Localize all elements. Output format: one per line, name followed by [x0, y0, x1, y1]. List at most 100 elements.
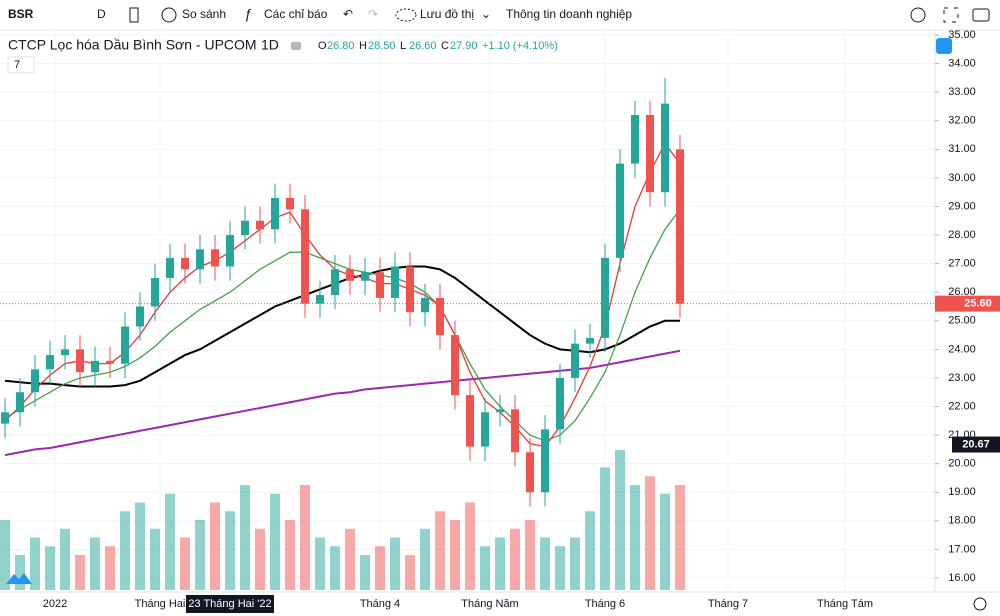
- candle-body: [631, 115, 639, 164]
- legend-interval: 1D: [261, 37, 279, 53]
- y-tick-label: 24.00: [948, 343, 976, 355]
- candle-body: [241, 220, 249, 236]
- volume-bar: [0, 520, 10, 590]
- undo[interactable]: ↶: [343, 7, 353, 21]
- crosshair-price-tag: [952, 436, 1000, 453]
- volume-bar: [45, 546, 55, 590]
- redo[interactable]: ↷: [368, 7, 378, 21]
- y-tick-label: 34.00: [948, 57, 976, 69]
- camera-icon[interactable]: [972, 8, 990, 22]
- compare-icon[interactable]: [161, 7, 177, 23]
- candle: [331, 255, 339, 310]
- legend-value: 27.90: [450, 40, 478, 52]
- candle: [571, 329, 579, 393]
- candle: [316, 280, 324, 318]
- volume-bar: [345, 528, 355, 590]
- volume-bar: [165, 493, 175, 590]
- candle: [16, 377, 24, 427]
- volume-bar: [525, 520, 535, 590]
- candle: [586, 323, 594, 358]
- candle-body: [271, 197, 279, 230]
- indicators[interactable]: Các chỉ báo: [264, 7, 328, 21]
- candle-body: [211, 249, 219, 267]
- indicator-count[interactable]: 7: [14, 59, 20, 71]
- save[interactable]: Lưu đồ thị: [420, 7, 474, 21]
- candle-icon[interactable]: [129, 7, 139, 23]
- volume-bar: [120, 511, 130, 590]
- legend-key: O: [318, 40, 327, 52]
- candle-body: [91, 360, 99, 373]
- candle-body: [376, 272, 384, 298]
- candle-body: [571, 343, 579, 378]
- candle: [106, 346, 114, 378]
- y-tick-label: 32.00: [948, 115, 976, 127]
- settings-icon[interactable]: [910, 7, 926, 23]
- volume-bar: [645, 476, 655, 590]
- y-tick-label: 19.00: [948, 486, 976, 498]
- candle-body: [301, 209, 309, 304]
- y-tick-label: 26.00: [948, 286, 976, 298]
- candle-body: [106, 360, 114, 364]
- candle-body: [196, 249, 204, 270]
- candle: [361, 257, 369, 296]
- candle-body: [481, 412, 489, 447]
- y-tick-label: 31.00: [948, 143, 976, 155]
- candle-body: [346, 269, 354, 281]
- volume-bar: [75, 555, 85, 590]
- indicator-toggle[interactable]: [7, 56, 35, 74]
- candle: [526, 437, 534, 507]
- volume-bar: [660, 493, 670, 590]
- candle: [406, 252, 414, 327]
- x-tick-label: Tháng Tám: [817, 598, 873, 610]
- volume-bar: [570, 537, 580, 590]
- candle: [241, 206, 249, 250]
- volume-bar: [285, 520, 295, 590]
- candle: [286, 183, 294, 224]
- legend-value: 28.50: [368, 40, 396, 52]
- candle: [301, 195, 309, 318]
- legend-toggle[interactable]: [291, 42, 301, 50]
- candle-body: [331, 269, 339, 296]
- volume-bar: [375, 546, 385, 590]
- y-tick-label: 29.00: [948, 200, 976, 212]
- candle: [631, 100, 639, 178]
- indicator-line: [4, 142, 681, 448]
- y-tick-label: 30.00: [948, 172, 976, 184]
- symbol[interactable]: BSR: [8, 7, 34, 21]
- indicator-line: [4, 208, 681, 442]
- volume-bar: [150, 528, 160, 590]
- candle-body: [616, 163, 624, 258]
- candle: [61, 335, 69, 370]
- y-tick-label: 22.00: [948, 400, 976, 412]
- y-tick-label: 35.00: [948, 29, 976, 41]
- legend-title: CTCP Lọc hóa Dầu Bình Sơn - UPCOM: [8, 37, 257, 53]
- save-menu[interactable]: ⌄: [481, 7, 491, 21]
- candle: [91, 346, 99, 387]
- interval[interactable]: D: [97, 7, 106, 21]
- last-price-tag: [935, 295, 1000, 312]
- candle: [31, 355, 39, 407]
- candle: [346, 255, 354, 296]
- scale-button[interactable]: [936, 38, 952, 54]
- company-info[interactable]: Thông tin doanh nghiệp: [506, 7, 632, 21]
- candle-body: [586, 337, 594, 344]
- candle: [391, 252, 399, 313]
- candle: [646, 100, 654, 207]
- fx-icon[interactable]: ƒ: [244, 6, 252, 22]
- compare[interactable]: So sánh: [182, 7, 226, 21]
- y-tick-label: 25.00: [948, 315, 976, 327]
- legend-key: L: [400, 40, 406, 52]
- candles: [1, 77, 684, 507]
- volume-bar: [105, 546, 115, 590]
- fullscreen-icon[interactable]: [943, 7, 959, 23]
- cloud-icon[interactable]: [395, 8, 417, 22]
- candle: [1, 397, 9, 438]
- volume-bar: [600, 467, 610, 590]
- volume-bar: [255, 528, 265, 590]
- candle: [271, 183, 279, 244]
- indicator-lines: [4, 142, 681, 457]
- axis-settings[interactable]: [973, 597, 987, 611]
- volume-bar: [300, 485, 310, 590]
- y-tick-label: 27.00: [948, 258, 976, 270]
- candle: [481, 397, 489, 461]
